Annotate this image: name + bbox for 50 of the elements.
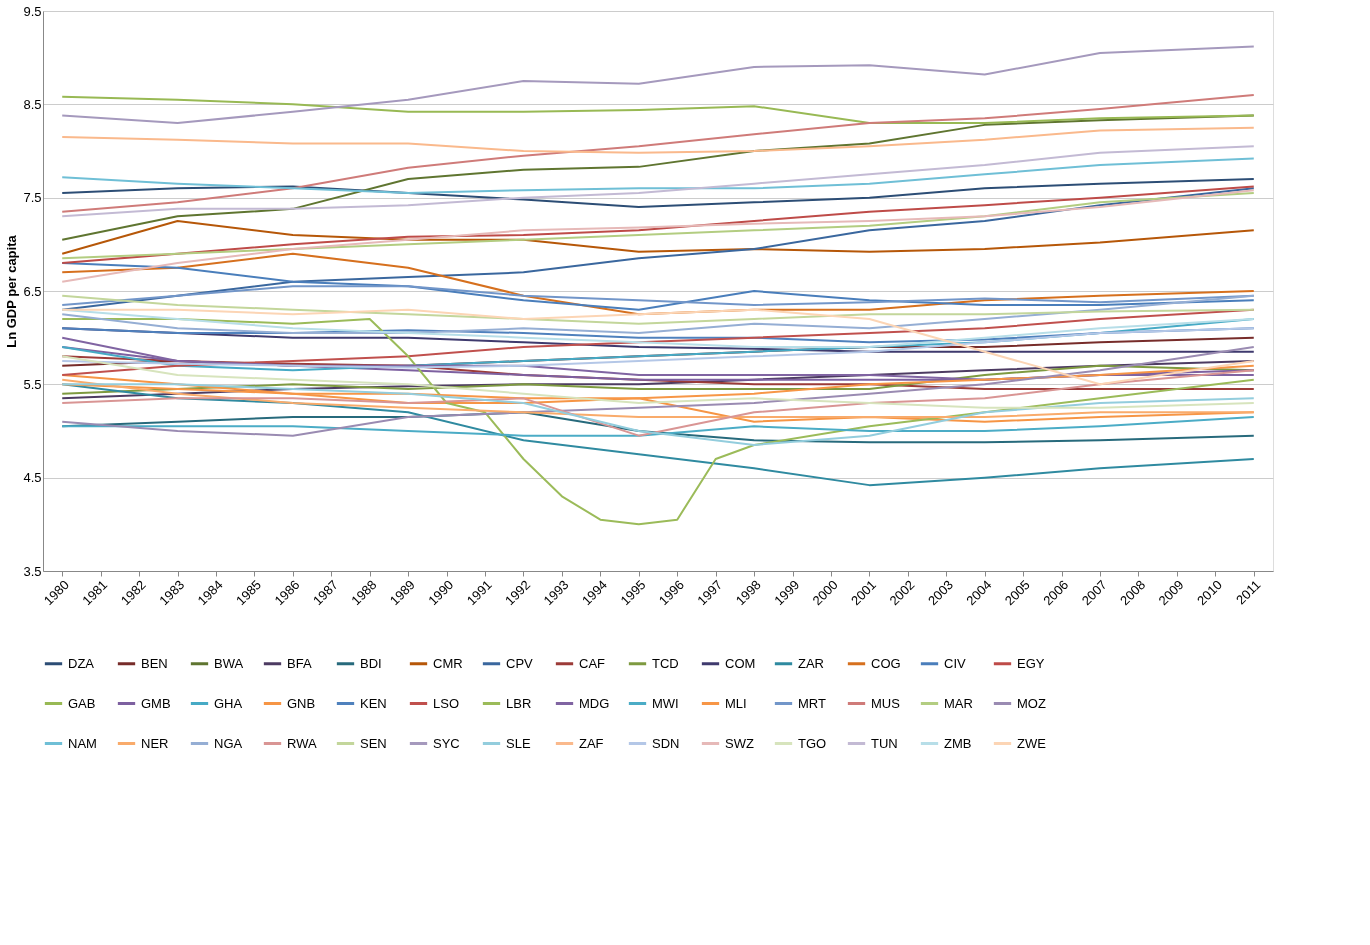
legend-label: EGY (1017, 655, 1045, 671)
legend-label: LSO (433, 695, 460, 711)
legend-label: ZMB (944, 735, 972, 751)
legend-label: SEN (360, 735, 387, 751)
legend-label: ZAF (579, 735, 604, 751)
legend-label: GMB (141, 695, 171, 711)
legend-label: MRT (798, 695, 826, 711)
legend-label: TCD (652, 655, 679, 671)
legend-label: GAB (68, 695, 96, 711)
y-axis-title: Ln GDP per capita (4, 234, 20, 348)
legend-label: BWA (214, 655, 244, 671)
legend-label: SYC (433, 735, 460, 751)
legend-label: TGO (798, 735, 827, 751)
legend-label: ZAR (798, 655, 824, 671)
legend-label: NER (141, 735, 169, 751)
legend-label: SWZ (725, 735, 754, 751)
y-tick-label: 8.5 (23, 96, 42, 112)
y-tick-label: 5.5 (23, 376, 42, 392)
legend-label: COG (871, 655, 901, 671)
legend-label: DZA (68, 655, 95, 671)
y-tick-label: 4.5 (23, 470, 42, 486)
legend-label: LBR (506, 695, 532, 711)
y-tick-label: 3.5 (23, 563, 42, 579)
legend-label: MLI (725, 695, 747, 711)
legend-label: CPV (506, 655, 534, 671)
legend-label: COM (725, 655, 756, 671)
legend-label: NAM (68, 735, 97, 751)
legend-label: BFA (287, 655, 312, 671)
legend-label: MAR (944, 695, 973, 711)
legend-label: CAF (579, 655, 606, 671)
y-tick-label: 9.5 (23, 3, 42, 19)
legend-label: BDI (360, 655, 382, 671)
legend-label: BEN (141, 655, 168, 671)
legend-label: MOZ (1017, 695, 1046, 711)
legend-label: GNB (287, 695, 316, 711)
legend-label: ZWE (1017, 735, 1047, 751)
legend-label: RWA (287, 735, 317, 751)
legend-label: KEN (360, 695, 387, 711)
legend-label: GHA (214, 695, 243, 711)
legend-label: MUS (871, 695, 901, 711)
legend-label: MWI (652, 695, 679, 711)
y-tick-label: 6.5 (23, 283, 42, 299)
y-tick-label: 7.5 (23, 190, 42, 206)
legend-label: MDG (579, 695, 610, 711)
legend-label: SDN (652, 735, 680, 751)
legend-label: NGA (214, 735, 243, 751)
legend-label: TUN (871, 735, 898, 751)
legend-label: CIV (944, 655, 966, 671)
legend-label: CMR (433, 655, 463, 671)
legend-label: SLE (506, 735, 531, 751)
